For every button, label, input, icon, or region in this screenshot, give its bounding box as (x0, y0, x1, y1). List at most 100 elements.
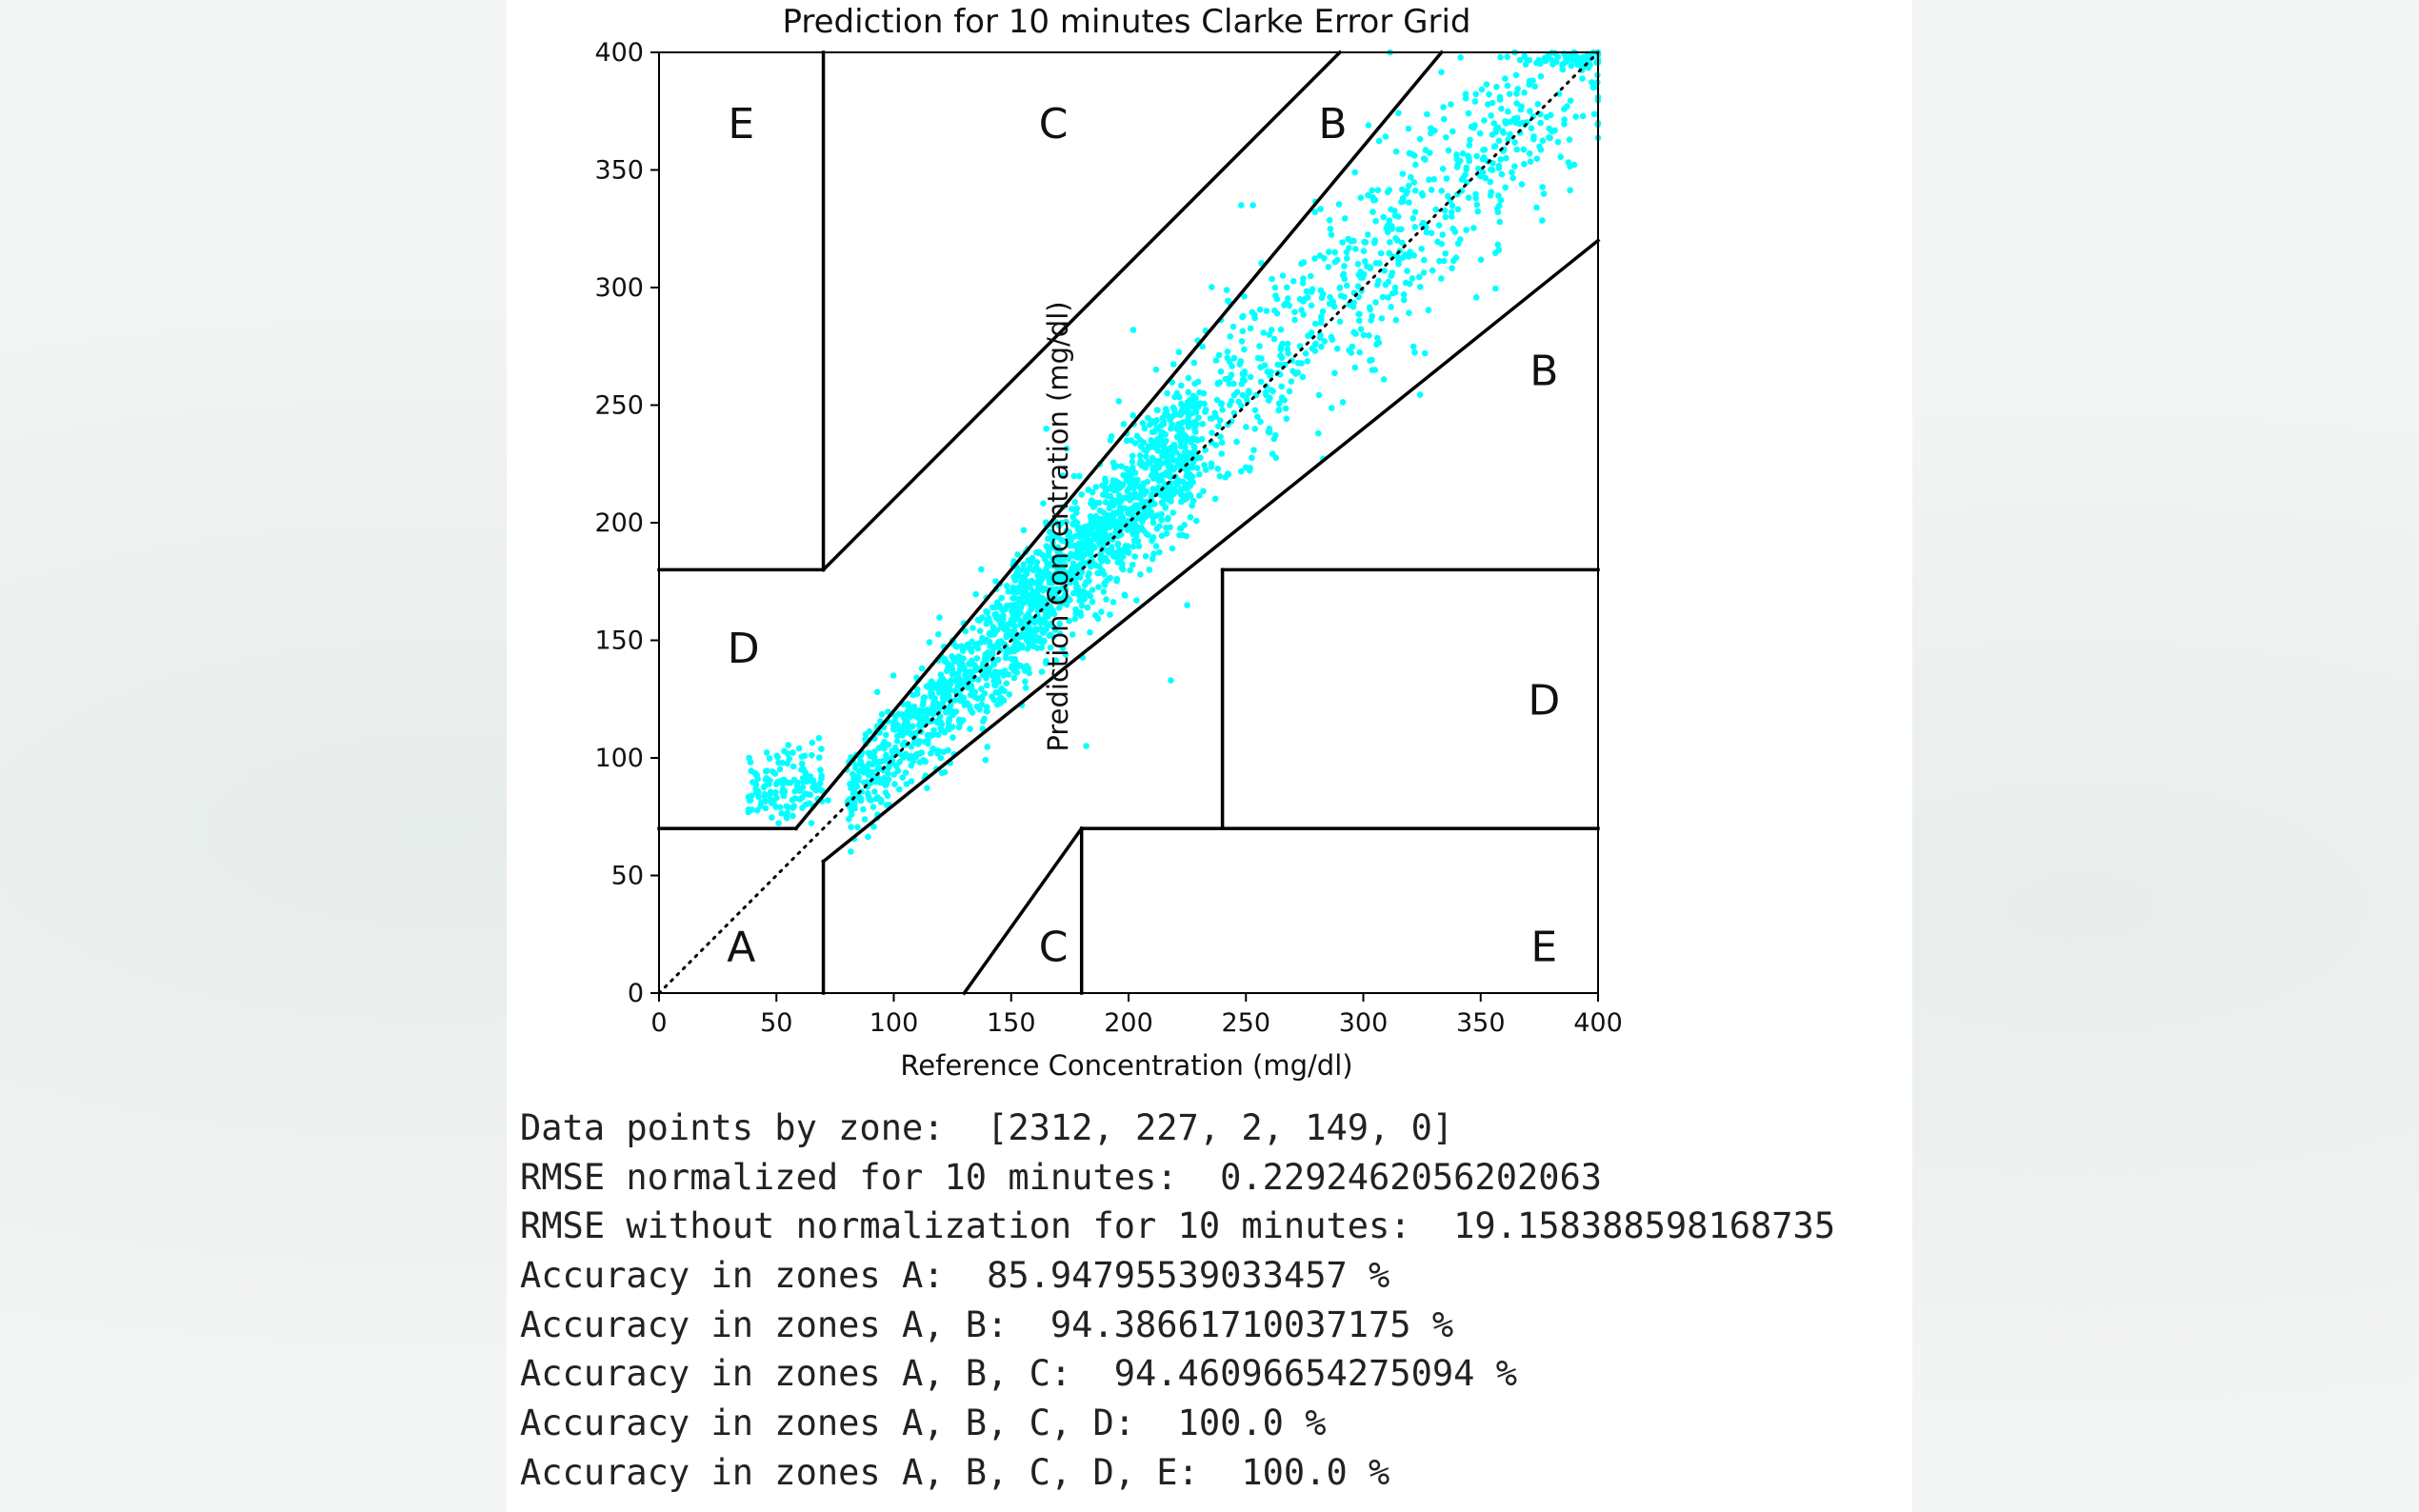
data-point (1141, 490, 1148, 498)
data-point (1199, 421, 1207, 428)
data-point (1415, 273, 1423, 281)
data-point (799, 784, 807, 791)
data-point (950, 658, 958, 665)
data-point (983, 620, 990, 627)
data-point (1561, 116, 1568, 123)
data-point (1190, 404, 1197, 410)
data-point (1010, 617, 1016, 624)
data-point (897, 730, 904, 738)
data-point (1130, 327, 1137, 333)
data-point (917, 722, 925, 728)
data-point (1057, 578, 1064, 585)
data-point (1239, 313, 1246, 321)
data-point (1072, 609, 1079, 617)
zone-label-a: A (727, 924, 755, 972)
data-point (1070, 521, 1077, 528)
data-point (1189, 502, 1195, 509)
data-point (1107, 611, 1113, 618)
data-point (1400, 291, 1408, 298)
data-point (931, 695, 938, 702)
data-point (1435, 222, 1443, 229)
data-point (984, 707, 990, 715)
data-point (1424, 110, 1430, 118)
data-point (1142, 553, 1150, 560)
data-point (1534, 101, 1542, 108)
data-point (1352, 330, 1359, 337)
data-point (802, 769, 810, 777)
data-point (1104, 492, 1110, 500)
data-point (1155, 464, 1162, 471)
data-point (1044, 552, 1051, 559)
data-point (1391, 288, 1399, 296)
data-point (1249, 454, 1255, 462)
data-point (1228, 371, 1235, 379)
data-point (853, 783, 861, 790)
data-point (1492, 285, 1499, 292)
data-point (970, 625, 976, 631)
data-point (1561, 106, 1568, 112)
data-point (809, 751, 815, 759)
data-point (896, 786, 903, 793)
data-point (1070, 513, 1076, 521)
data-point (1354, 261, 1362, 268)
data-point (1014, 646, 1021, 653)
data-point (905, 703, 912, 710)
data-point (1185, 374, 1192, 382)
data-point (1071, 615, 1079, 623)
data-point (1010, 595, 1016, 602)
data-point (1146, 421, 1153, 428)
data-point (1148, 493, 1155, 501)
data-point (1568, 62, 1575, 70)
data-point (1311, 348, 1319, 354)
data-point (1003, 680, 1010, 686)
data-point (1130, 530, 1136, 538)
data-point (1217, 417, 1224, 424)
data-point (1153, 407, 1161, 414)
clarke-error-grid-chart: E C B B D D A C E 0 50 100 150 200 250 300 350 400 0 50 100… (594, 3, 1622, 1082)
data-point (1517, 106, 1525, 113)
data-point (992, 682, 999, 689)
data-point (951, 697, 958, 704)
data-point (816, 780, 824, 786)
data-point (1330, 303, 1338, 310)
data-point (1361, 258, 1369, 265)
data-point (873, 688, 881, 696)
data-point (1080, 587, 1088, 595)
data-point (755, 793, 762, 801)
data-point (1271, 307, 1278, 314)
data-point (990, 604, 998, 611)
data-point (1372, 260, 1380, 267)
data-point (928, 750, 934, 757)
data-point (989, 628, 996, 636)
data-point (866, 760, 872, 767)
data-point (776, 804, 784, 811)
data-point (772, 788, 779, 796)
y-tick-label: 400 (594, 38, 644, 68)
data-point (1196, 492, 1203, 499)
data-point (919, 707, 927, 714)
data-point (1006, 691, 1013, 698)
data-point (1419, 191, 1427, 199)
zone-boundary-line (821, 238, 1601, 865)
data-point (1010, 646, 1016, 652)
data-point (1317, 287, 1325, 294)
data-point (1442, 250, 1449, 257)
data-point (1062, 538, 1070, 545)
data-point (1513, 90, 1520, 97)
data-point (1328, 405, 1335, 411)
data-point (783, 803, 790, 810)
x-tick-label: 300 (1339, 1008, 1389, 1038)
stats-line-accuracy-ab: Accuracy in zones A, B: 94.3866171003717… (520, 1303, 1454, 1345)
data-point (985, 648, 991, 656)
data-point (1539, 217, 1546, 224)
stats-line-accuracy-abcde: Accuracy in zones A, B, C, D, E: 100.0 % (520, 1451, 1390, 1493)
data-point (1443, 134, 1449, 141)
data-point (1230, 354, 1238, 362)
data-point (983, 682, 990, 689)
data-point (1023, 570, 1030, 577)
data-point (1228, 397, 1235, 405)
data-point (1277, 326, 1285, 333)
data-point (1369, 367, 1376, 374)
data-point (993, 671, 1001, 679)
data-point (1016, 598, 1023, 605)
